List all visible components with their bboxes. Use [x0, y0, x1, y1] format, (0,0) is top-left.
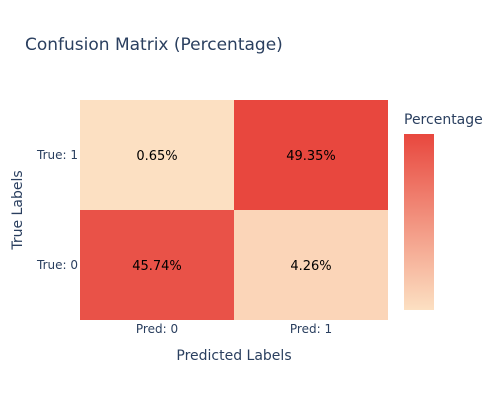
y-tick-label: True: 0 [36, 258, 78, 272]
x-tick-label: Pred: 0 [136, 322, 178, 336]
cell-value-label: 0.65% [136, 149, 177, 164]
cell-value-label: 45.74% [132, 259, 182, 274]
y-axis-title: True Labels [10, 170, 26, 250]
heatmap-cell [234, 100, 388, 210]
cell-value-label: 49.35% [286, 149, 336, 164]
heatmap-cells: 45.74% 4.26% 0.65% 49.35% [80, 100, 388, 320]
x-tick-label: Pred: 1 [290, 322, 332, 336]
y-tick-labels: True: 0 True: 1 [36, 148, 78, 272]
heatmap-cell [80, 100, 234, 210]
x-axis-title: Predicted Labels [176, 348, 291, 364]
heatmap-cell [80, 210, 234, 320]
chart-title: Confusion Matrix (Percentage) [25, 35, 283, 55]
x-tick-labels: Pred: 0 Pred: 1 [136, 322, 332, 336]
heatmap-cell [234, 210, 388, 320]
colorbar [404, 134, 434, 310]
cell-value-label: 4.26% [290, 259, 331, 274]
y-tick-label: True: 1 [36, 148, 78, 162]
colorbar-title: Percentage [404, 112, 483, 128]
